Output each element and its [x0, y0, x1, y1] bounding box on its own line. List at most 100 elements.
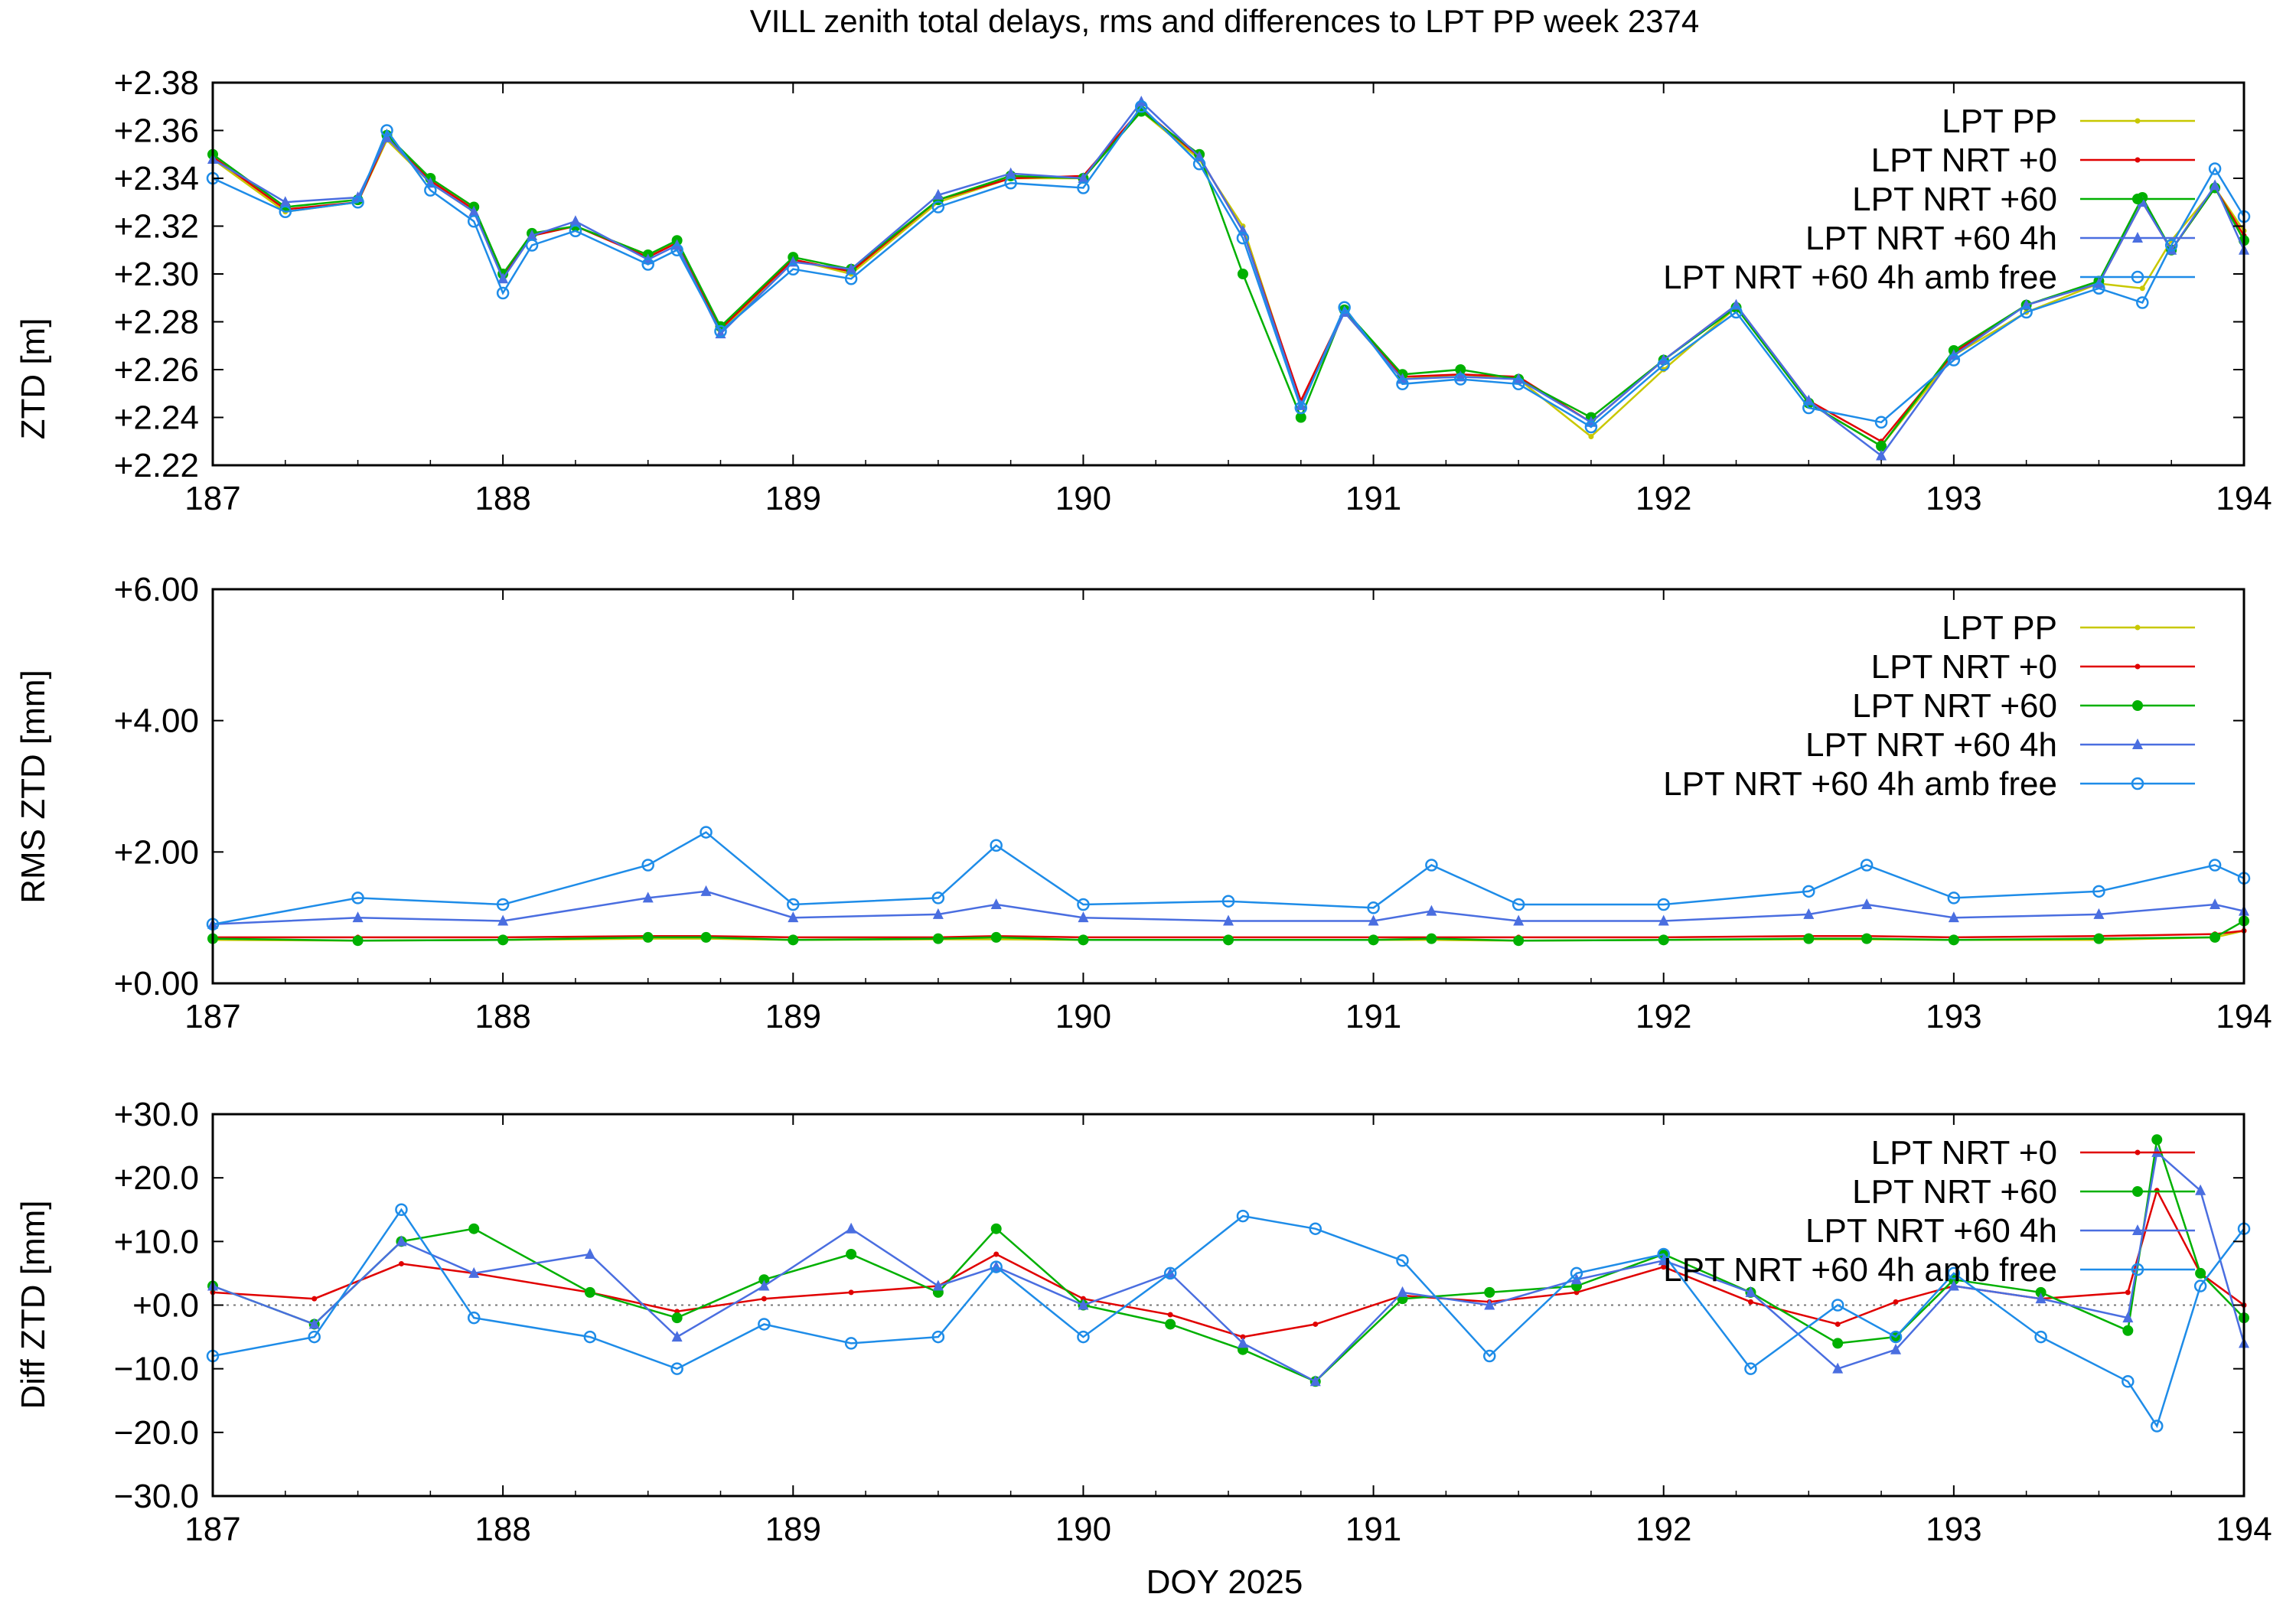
data-point: [351, 196, 364, 209]
data-point: [1745, 1286, 1756, 1297]
x-tick-label: 187: [184, 480, 240, 517]
data-point: [1512, 377, 1525, 390]
data-point: [788, 911, 799, 923]
data-point: [931, 892, 945, 905]
data-point: [932, 908, 944, 919]
data-point: [1512, 898, 1525, 911]
legend-label: LPT PP: [1942, 103, 2057, 140]
data-point: [2195, 1267, 2206, 1279]
data-point: [1221, 895, 1235, 908]
panel-2: 187 188 189 190 191 192 193 194 +0.00 +2.00 +4.00 +…: [15, 571, 2272, 1035]
data-point: [1658, 934, 1669, 946]
data-point: [2193, 1279, 2207, 1292]
series-line: [212, 890, 2245, 926]
data-point: [279, 205, 292, 218]
data-point: [2210, 898, 2221, 909]
data-point: [1832, 1362, 1844, 1374]
y-tick-label: +2.38: [114, 64, 199, 102]
data-point: [844, 272, 858, 285]
data-point: [468, 1266, 480, 1278]
y-tick-label: +2.28: [114, 304, 199, 341]
data-point: [1803, 908, 1815, 919]
y-tick-label: +0.00: [114, 965, 199, 1002]
y-tick-label: +2.00: [114, 833, 199, 871]
data-point: [758, 1279, 770, 1291]
series-line: [212, 1208, 2245, 1429]
data-point: [2122, 1375, 2135, 1388]
data-point: [1947, 354, 1961, 367]
data-point: [787, 898, 800, 911]
legend-label: LPT NRT +60 4h: [1805, 726, 2057, 764]
data-point: [279, 196, 291, 207]
y-tick-label: +20.0: [114, 1159, 199, 1197]
series-line: [212, 920, 2245, 942]
data-point: [1135, 100, 1148, 113]
data-point: [700, 826, 713, 839]
data-point: [1396, 377, 1409, 390]
data-point: [1455, 364, 1466, 375]
data-point: [1294, 401, 1308, 415]
data-point: [2132, 1186, 2143, 1197]
data-point: [1893, 1299, 1899, 1305]
data-point: [932, 188, 944, 200]
data-point: [761, 1296, 767, 1302]
data-point: [1396, 1254, 1409, 1267]
data-point: [1236, 231, 1250, 245]
data-point: [2195, 1184, 2206, 1195]
data-point: [2132, 194, 2143, 204]
data-point: [352, 911, 364, 923]
x-tick-label: 190: [1055, 480, 1111, 517]
data-point: [1570, 1266, 1583, 1280]
data-point: [1661, 1264, 1667, 1270]
data-point: [496, 286, 510, 300]
data-point: [1948, 911, 1959, 923]
data-point: [1167, 1312, 1173, 1318]
legend-label: LPT NRT +60 4h amb free: [1663, 259, 2057, 296]
data-point: [700, 885, 712, 896]
data-point: [398, 1260, 404, 1266]
legend-label: LPT NRT +60 4h amb free: [1663, 1251, 2057, 1289]
y-tick-label: +2.32: [114, 208, 199, 246]
data-point: [1237, 1337, 1248, 1348]
data-point: [2135, 118, 2141, 124]
data-point: [525, 239, 539, 252]
data-point: [311, 1296, 318, 1302]
series-group: [206, 826, 2251, 947]
data-point: [1005, 167, 1016, 178]
data-point: [846, 262, 857, 274]
data-point: [496, 898, 510, 911]
x-tick-label: 193: [1926, 998, 1981, 1035]
x-tick-label: 190: [1055, 1511, 1111, 1548]
data-point: [569, 224, 582, 237]
data-point: [990, 839, 1003, 852]
data-point: [1426, 933, 1437, 944]
x-tick-label: 190: [1055, 998, 1111, 1035]
legend-label: LPT NRT +60: [1852, 181, 2057, 218]
data-point: [2139, 285, 2145, 292]
data-point: [844, 1337, 858, 1350]
data-point: [497, 914, 509, 926]
data-point: [931, 200, 945, 214]
data-point: [1313, 1321, 1319, 1327]
data-point: [1223, 914, 1234, 926]
data-point: [1237, 269, 1248, 279]
y-tick-label: +30.0: [114, 1096, 199, 1133]
data-point: [1730, 305, 1743, 319]
data-point: [1397, 1286, 1408, 1297]
x-axis-title: DOY 2025: [1146, 1563, 1303, 1601]
panel-3: 187 188 189 190 191 192 193 194 −30.0 −20.0 −10.0 +…: [15, 1096, 2272, 1548]
data-point: [2137, 196, 2148, 207]
legend-label: LPT NRT +60: [1852, 1173, 2057, 1211]
data-point: [1803, 933, 1815, 944]
data-point: [2132, 232, 2143, 243]
data-point: [527, 230, 538, 240]
data-point: [1835, 1321, 1841, 1327]
data-point: [2151, 1134, 2163, 1146]
data-point: [1004, 177, 1017, 190]
legend-label: LPT NRT +60 4h: [1805, 220, 2057, 257]
x-tick-label: 192: [1636, 1511, 1691, 1548]
legend-label: LPT NRT +0: [1871, 1134, 2057, 1172]
data-point: [1948, 934, 1959, 946]
y-axis-title: Diff ZTD [mm]: [15, 1201, 52, 1410]
